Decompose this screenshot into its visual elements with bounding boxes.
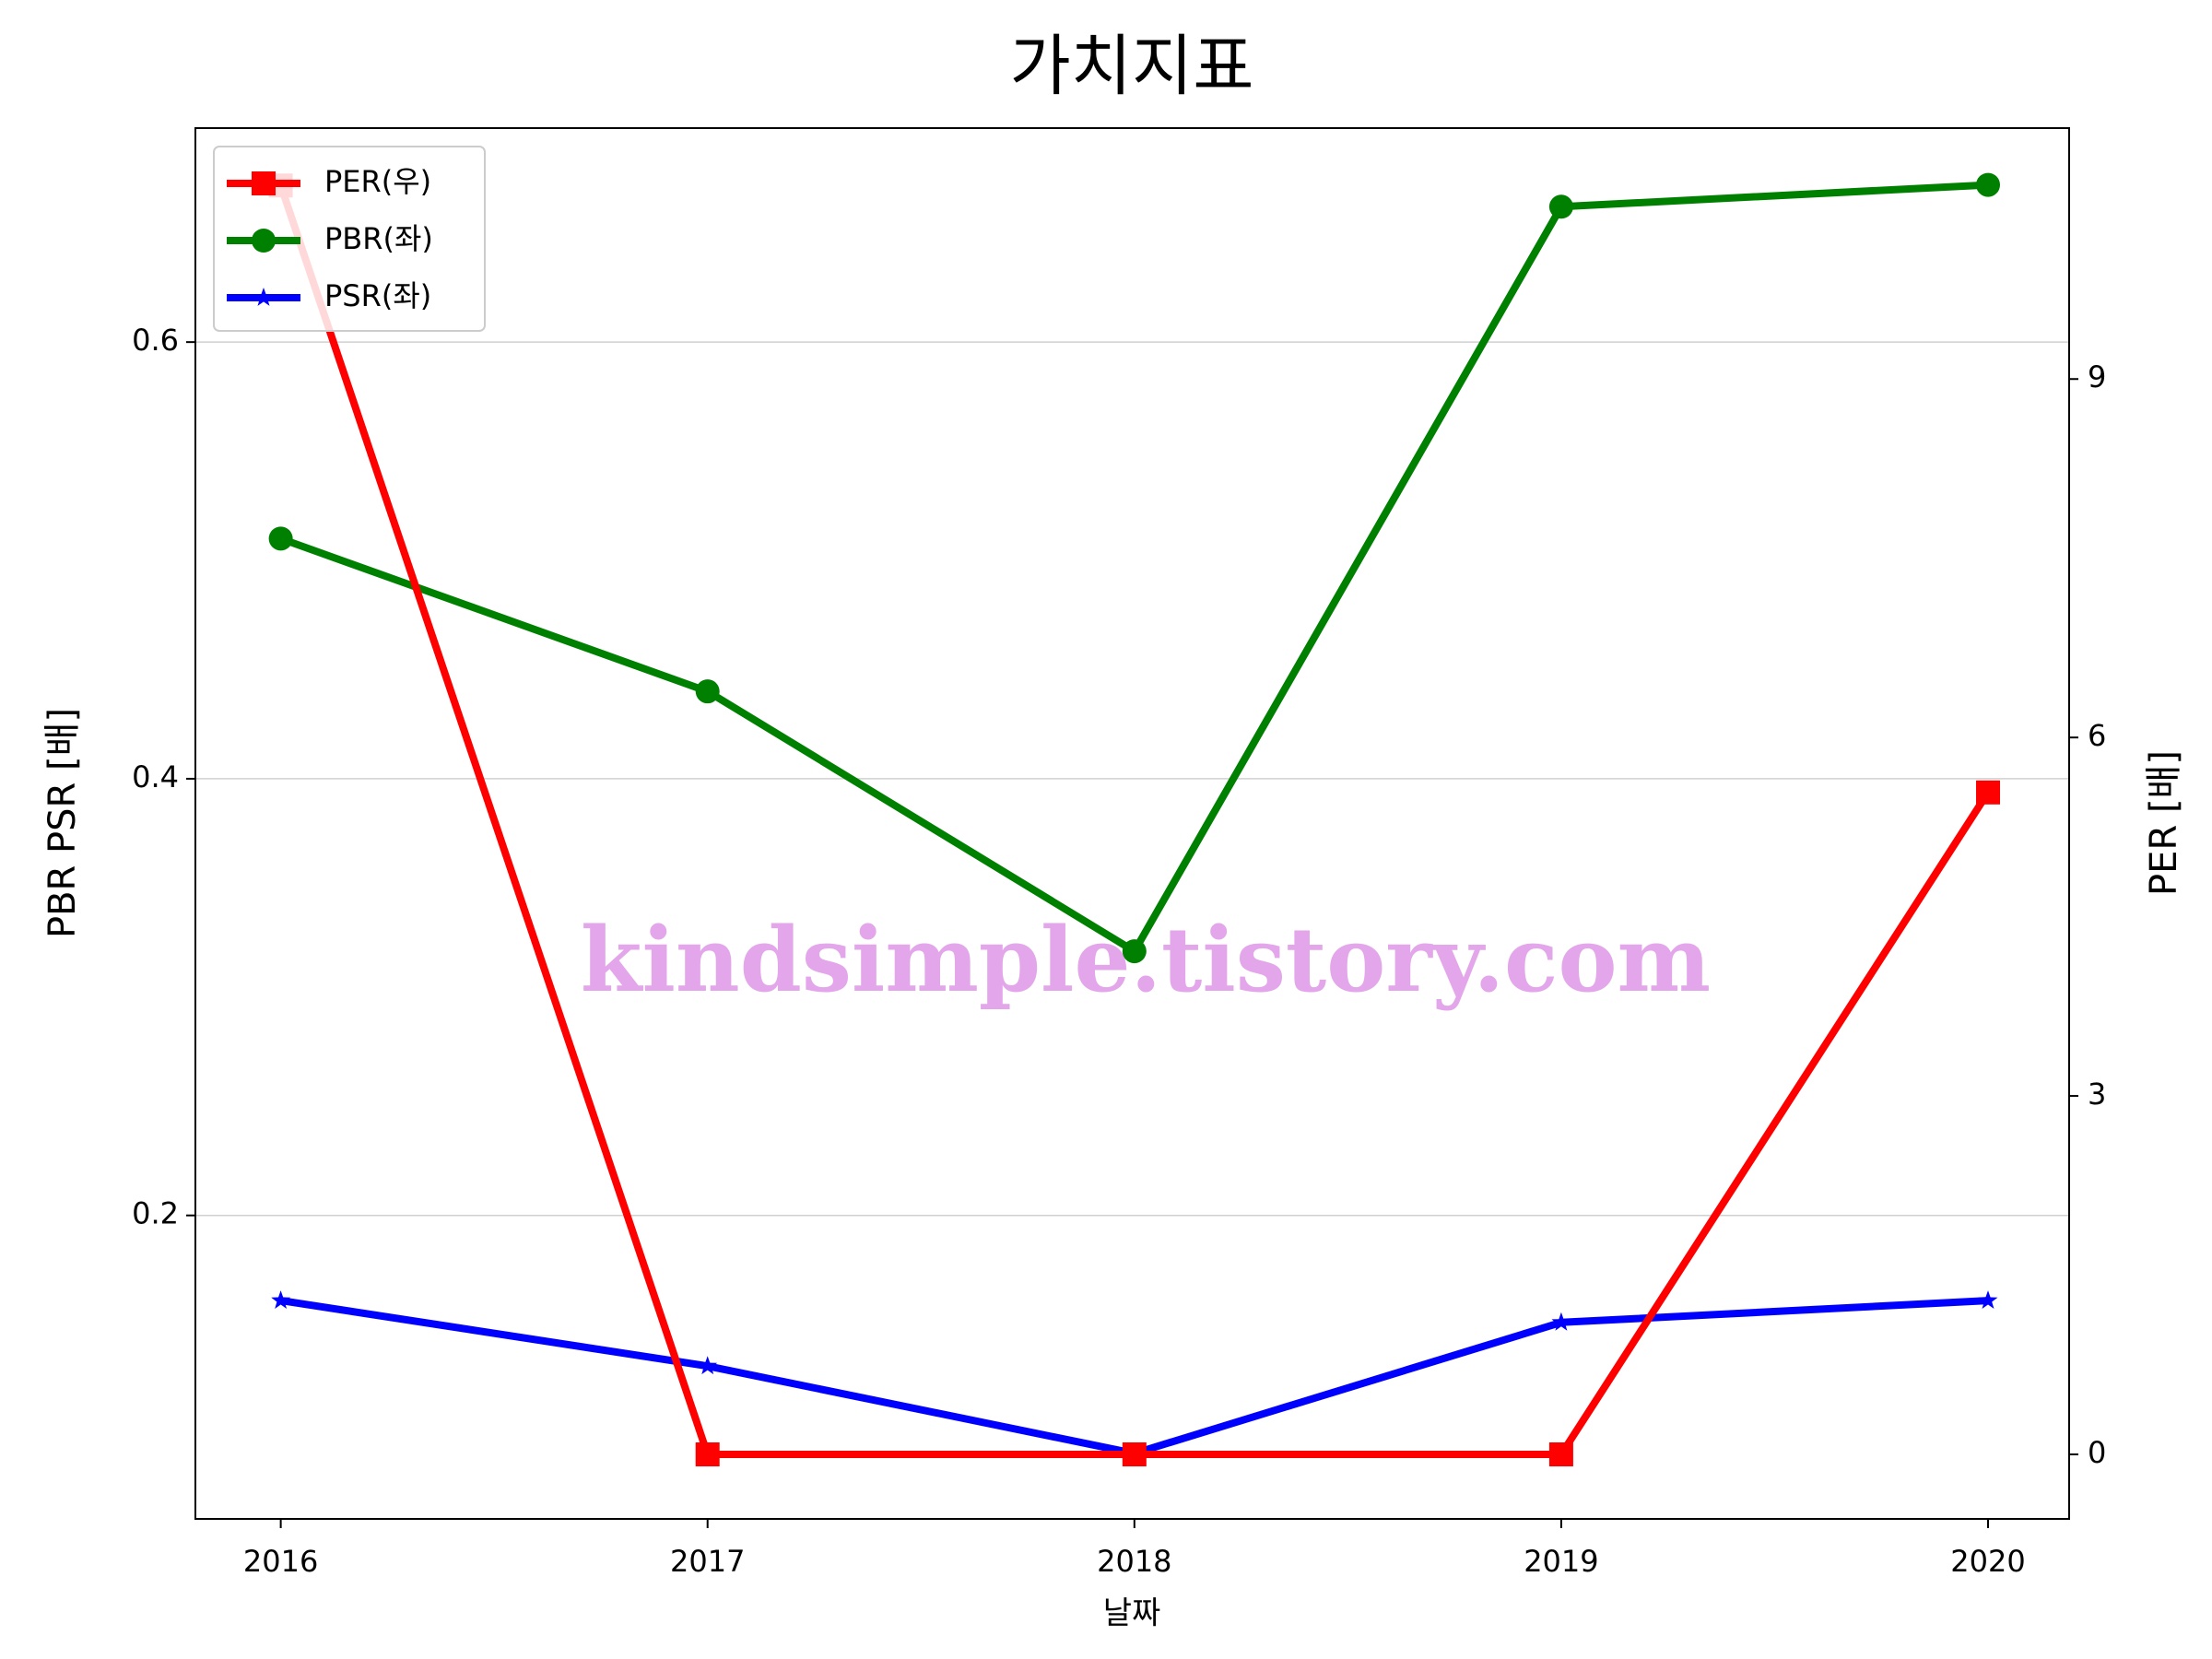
y-tick-label: 0.2	[132, 1196, 179, 1231]
marker	[1978, 1290, 1998, 1309]
legend-label: PSR(좌)	[324, 278, 431, 313]
x-tick-label: 2019	[1524, 1544, 1598, 1579]
marker	[698, 1356, 718, 1375]
marker	[1548, 1441, 1573, 1466]
y2-tick-label: 9	[2088, 359, 2106, 394]
watermark: kindsimple.tistory.com	[581, 908, 1711, 1012]
marker	[1122, 939, 1147, 964]
legend-marker	[252, 171, 276, 195]
y-axis-label: PBR PSR [배]	[41, 708, 84, 938]
x-tick-label: 2017	[670, 1544, 745, 1579]
y-tick-label: 0.6	[132, 323, 179, 358]
marker	[695, 679, 720, 704]
marker	[1548, 194, 1573, 219]
plot-frame	[194, 127, 2070, 1520]
marker	[268, 526, 293, 551]
y2-tick-label: 6	[2088, 718, 2106, 753]
x-tick-label: 2018	[1097, 1544, 1171, 1579]
legend-box	[213, 146, 486, 332]
marker	[695, 1441, 720, 1466]
y-tick-label: 0.4	[132, 759, 179, 794]
x-axis-label: 날짜	[1103, 1595, 1161, 1632]
legend-label: PBR(좌)	[324, 221, 433, 256]
y2-axis-label: PER [배]	[2143, 750, 2185, 896]
legend-marker	[253, 288, 274, 306]
legend-label: PER(우)	[324, 164, 431, 199]
legend-marker	[252, 229, 276, 253]
marker	[271, 1290, 291, 1309]
marker	[1551, 1312, 1571, 1331]
y2-tick-label: 3	[2088, 1077, 2106, 1112]
marker	[1976, 172, 2001, 197]
y2-tick-label: 0	[2088, 1435, 2106, 1470]
x-tick-label: 2016	[243, 1544, 318, 1579]
marker	[1976, 780, 2001, 805]
marker	[1122, 1441, 1147, 1466]
chart-title: 가치지표	[1010, 28, 1254, 105]
x-tick-label: 2020	[1950, 1544, 2025, 1579]
